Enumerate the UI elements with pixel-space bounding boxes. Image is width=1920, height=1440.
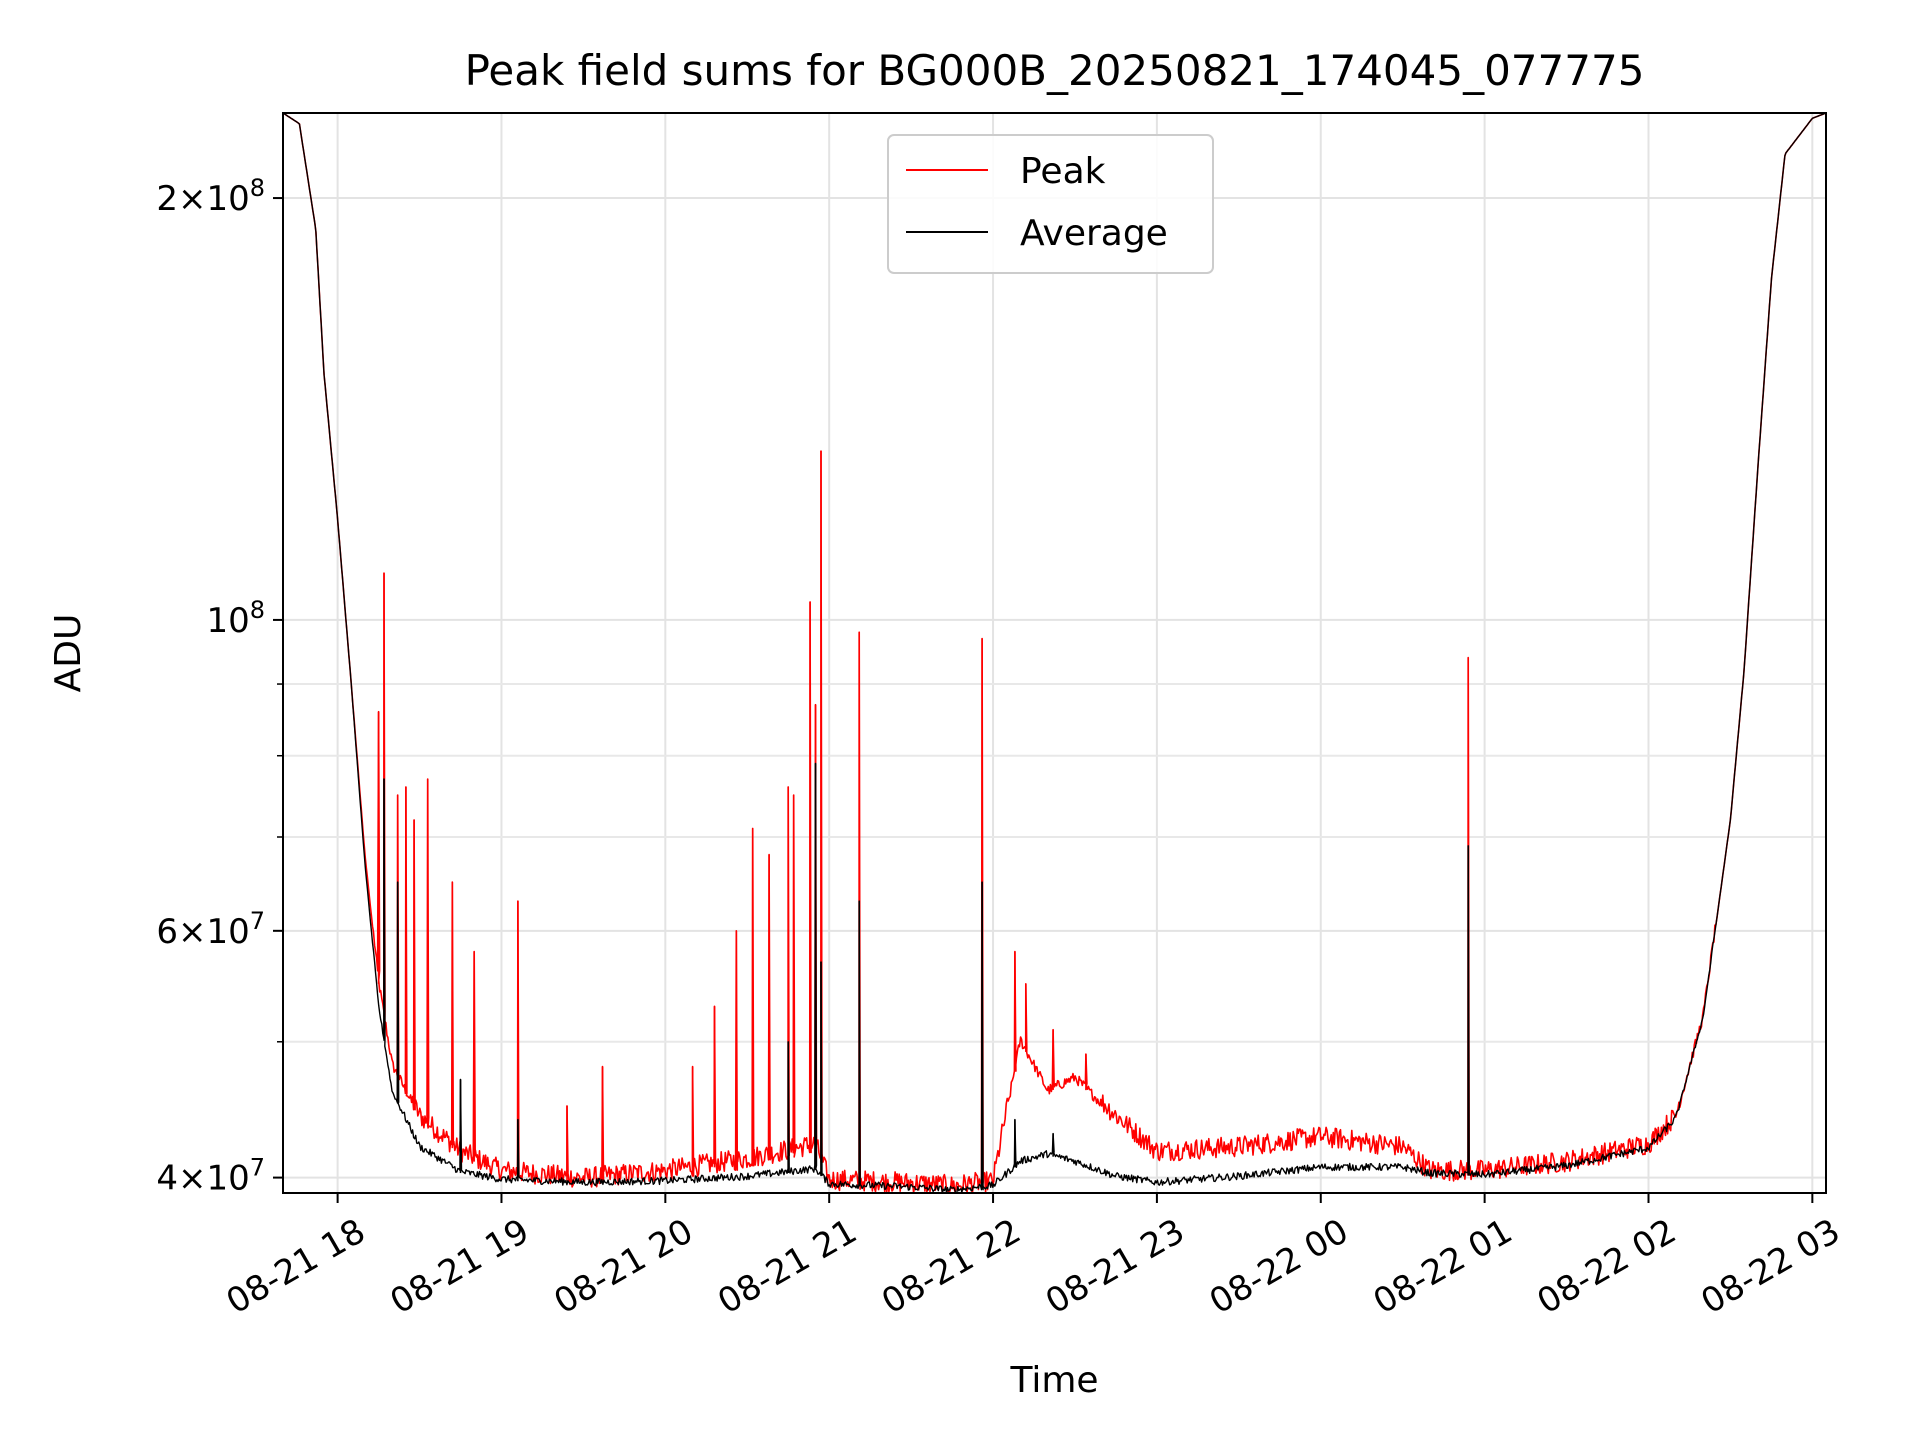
series-line-average [283,113,1826,1193]
y-tick-label: 6×107 [156,907,265,952]
series-layer [283,113,1826,1193]
y-tick-label: 4×107 [156,1154,265,1199]
chart-title: Peak field sums for BG000B_20250821_1740… [465,46,1645,95]
y-tick-label: 108 [206,596,265,641]
legend-label-average: Average [1020,213,1168,254]
legend-label-peak: Peak [1020,151,1106,192]
x-axis-label: Time [1009,1360,1098,1401]
series-average [283,113,1826,1193]
legend: Peak Average [887,134,1214,274]
plot-frame [282,112,1827,1194]
y-tick-label: 2×108 [156,174,265,219]
series-line-peak [283,113,1826,1193]
y-axis-label: ADU [48,614,89,693]
